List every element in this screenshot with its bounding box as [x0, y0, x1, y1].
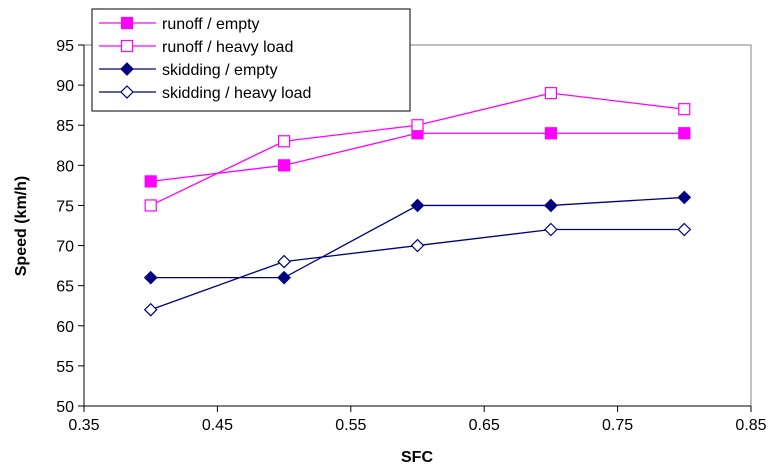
x-tick-label: 0.65: [469, 417, 500, 434]
data-point: [677, 222, 692, 237]
legend-box: [91, 8, 411, 112]
series-1: [144, 127, 691, 188]
data-point: [143, 302, 158, 317]
y-tick-group: 50 55 60 65 70 75 80 85 90 95: [56, 38, 84, 416]
legend-label: runoff / empty: [162, 16, 260, 33]
y-tick-label: 75: [56, 198, 74, 215]
y-tick-label: 90: [56, 78, 74, 95]
data-point: [544, 198, 558, 213]
data-point: [678, 103, 691, 116]
y-tick-label: 60: [56, 319, 74, 336]
data-point: [411, 119, 424, 132]
legend-marker: [120, 85, 134, 99]
x-tick-label: 0.85: [735, 417, 766, 434]
data-point: [278, 159, 291, 172]
data-point: [544, 222, 558, 237]
data-point: [678, 127, 691, 140]
y-tick-label: 70: [56, 239, 74, 256]
legend-label: skidding / empty: [162, 62, 278, 79]
legend: runoff / empty runoff / heavy load skiddin…: [91, 8, 411, 112]
y-tick-label: 65: [56, 279, 74, 296]
data-point: [544, 127, 558, 140]
data-point: [677, 190, 692, 205]
legend-marker: [120, 62, 134, 76]
y-tick-label: 50: [56, 399, 74, 416]
y-tick-label: 95: [56, 38, 74, 55]
data-point: [410, 198, 425, 213]
y-tick-label: 80: [56, 158, 74, 175]
x-tick-group: 0.35 0.45 0.55 0.65 0.75 0.85: [68, 406, 767, 434]
x-tick-label: 0.55: [335, 417, 366, 434]
legend-label: runoff / heavy load: [162, 39, 293, 56]
x-tick-label: 0.45: [202, 417, 233, 434]
legend-marker: [120, 39, 134, 53]
data-point: [143, 270, 158, 285]
legend-label: skidding / heavy load: [162, 85, 311, 102]
y-axis-title: Speed (km/h): [13, 176, 30, 276]
data-point: [277, 254, 291, 269]
data-point: [544, 87, 558, 100]
legend-marker: [120, 16, 134, 30]
data-point: [144, 199, 157, 212]
x-tick-label: 0.75: [602, 417, 633, 434]
y-tick-label: 85: [56, 118, 74, 135]
data-point: [278, 135, 291, 148]
series-2: [144, 87, 691, 212]
x-axis-title: SFC: [401, 449, 433, 466]
data-point: [410, 238, 425, 253]
series-group: [143, 87, 692, 317]
data-point: [277, 270, 291, 285]
data-point: [144, 175, 157, 188]
series-4: [143, 222, 692, 317]
x-tick-label: 0.35: [68, 417, 99, 434]
y-tick-label: 55: [56, 359, 74, 376]
